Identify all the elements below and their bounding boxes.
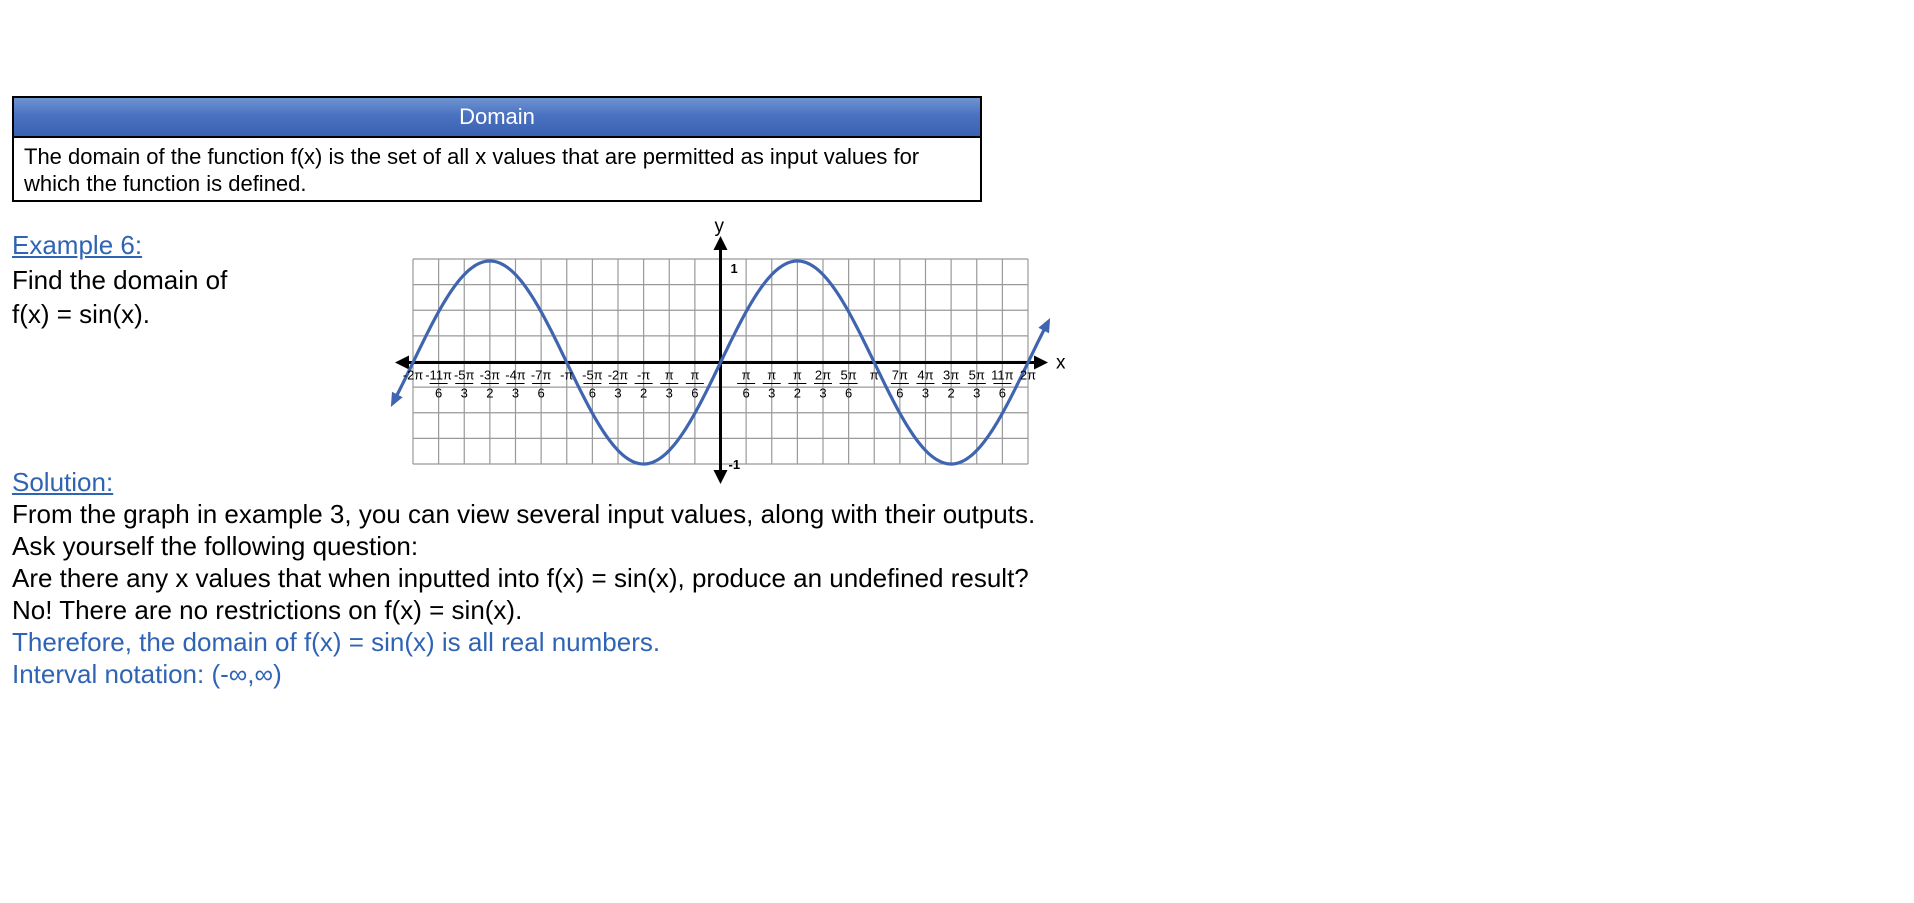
example-title: Example 6: bbox=[12, 230, 143, 260]
x-tick-numerator: 7π bbox=[892, 368, 908, 383]
x-tick-denominator: 3 bbox=[461, 386, 468, 401]
x-tick-denominator: 3 bbox=[512, 386, 519, 401]
example-line-1: Find the domain of bbox=[12, 265, 228, 295]
example-text: Find the domain of f(x) = sin(x). bbox=[12, 263, 312, 331]
x-tick-numerator: -5π bbox=[454, 368, 475, 383]
x-tick-denominator: 2 bbox=[948, 386, 955, 401]
x-tick-numerator: π bbox=[793, 368, 802, 383]
x-tick-label: π bbox=[870, 368, 879, 383]
x-tick-numerator: 5π bbox=[969, 368, 985, 383]
sine-curve-path bbox=[393, 259, 1048, 466]
x-tick-denominator: 3 bbox=[819, 386, 826, 401]
x-tick-denominator: 6 bbox=[435, 386, 442, 401]
x-tick-label: -π bbox=[560, 368, 573, 383]
x-axis-label: x bbox=[1056, 353, 1066, 374]
x-tick-denominator: 2 bbox=[640, 386, 647, 401]
solution-line-2: Ask yourself the following question: bbox=[12, 531, 419, 561]
x-tick-numerator: 4π bbox=[917, 368, 933, 383]
sine-curve bbox=[390, 259, 1051, 466]
solution-line-4: No! There are no restrictions on f(x) = … bbox=[12, 595, 523, 625]
x-axis-arrow-right bbox=[1034, 355, 1048, 370]
x-tick-label: -2π bbox=[403, 368, 424, 383]
x-tick-denominator: 6 bbox=[999, 386, 1006, 401]
curve-arrowhead bbox=[1038, 318, 1051, 334]
y-tick-label: -1 bbox=[729, 457, 741, 472]
x-tick-denominator: 6 bbox=[538, 386, 545, 401]
y-axis-label: y bbox=[715, 216, 725, 237]
x-tick-denominator: 3 bbox=[666, 386, 673, 401]
x-axis-arrow-left bbox=[395, 355, 409, 370]
x-tick-numerator: -11π bbox=[425, 368, 452, 383]
x-tick-denominator: 3 bbox=[922, 386, 929, 401]
x-tick-numerator: π bbox=[742, 368, 751, 383]
x-tick-numerator: 3π bbox=[943, 368, 959, 383]
curve-arrowhead bbox=[390, 391, 403, 407]
x-tick-denominator: 3 bbox=[973, 386, 980, 401]
x-tick-numerator: -π bbox=[637, 368, 650, 383]
solution-section: Solution: From the graph in example 3, y… bbox=[12, 466, 1035, 690]
x-tick-denominator: 3 bbox=[768, 386, 775, 401]
solution-title: Solution: bbox=[12, 467, 114, 497]
x-tick-denominator: 2 bbox=[486, 386, 493, 401]
domain-body: The domain of the function f(x) is the s… bbox=[24, 144, 920, 196]
x-tick-denominator: 6 bbox=[691, 386, 698, 401]
x-tick-numerator: -5π bbox=[582, 368, 603, 383]
x-tick-numerator: 5π bbox=[841, 368, 857, 383]
x-tick-numerator: π bbox=[767, 368, 776, 383]
x-tick-numerator: -3π bbox=[480, 368, 501, 383]
x-tick-numerator: 2π bbox=[815, 368, 831, 383]
x-tick-denominator: 3 bbox=[614, 386, 621, 401]
domain-header: Domain bbox=[14, 98, 980, 138]
x-tick-denominator: 2 bbox=[794, 386, 801, 401]
y-tick-label: 1 bbox=[731, 261, 738, 276]
solution-line-1: From the graph in example 3, you can vie… bbox=[12, 499, 1036, 529]
solution-line-3: Are there any x values that when inputte… bbox=[12, 563, 1029, 593]
y-axis-arrow-up bbox=[713, 236, 728, 250]
x-tick-numerator: 11π bbox=[991, 368, 1013, 383]
x-tick-denominator: 6 bbox=[743, 386, 750, 401]
y-axis-arrow-down bbox=[713, 470, 728, 484]
example-line-2: f(x) = sin(x). bbox=[12, 299, 150, 329]
x-tick-numerator: π bbox=[690, 368, 699, 383]
x-tick-denominator: 6 bbox=[845, 386, 852, 401]
x-tick-numerator: -4π bbox=[505, 368, 526, 383]
x-tick-denominator: 6 bbox=[896, 386, 903, 401]
x-tick-label: 2π bbox=[1020, 368, 1036, 383]
domain-definition-box: Domain The domain of the function f(x) i… bbox=[12, 96, 982, 202]
x-tick-numerator: -7π bbox=[531, 368, 552, 383]
x-tick-numerator: -2π bbox=[608, 368, 629, 383]
interval-notation: Interval notation: (-∞,∞) bbox=[12, 659, 282, 689]
solution-conclusion: Therefore, the domain of f(x) = sin(x) i… bbox=[12, 627, 661, 657]
x-tick-denominator: 6 bbox=[589, 386, 596, 401]
x-tick-numerator: π bbox=[665, 368, 674, 383]
